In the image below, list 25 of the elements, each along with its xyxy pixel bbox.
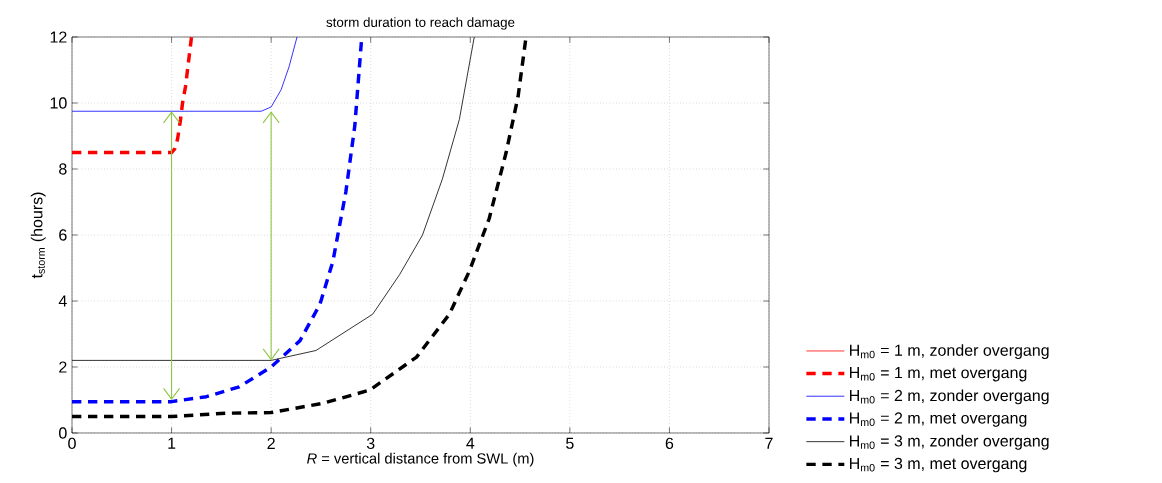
- line-series: [72, 37, 298, 112]
- x-tick-label: 0: [68, 437, 76, 450]
- y-tick-label: 6: [59, 229, 67, 241]
- y-tick-label: 4: [58, 295, 67, 307]
- y-tick-label: 0: [59, 427, 67, 439]
- x-axis-title: R = vertical distance from SWL (m): [307, 452, 534, 467]
- y-axis-title: t$_{storm}$ (hours): [30, 192, 46, 279]
- x-tick-label: 1: [168, 437, 176, 449]
- x-tick-label: 2: [267, 437, 275, 449]
- chart-title: storm duration to reach damage: [326, 17, 515, 30]
- x-tick-label: 4: [466, 437, 475, 449]
- y-tick-label: 8: [59, 163, 67, 175]
- y-tick-label: 12: [50, 31, 67, 43]
- legend-label: H$_{m0}$ = 1 m, met overgang: [850, 367, 1027, 382]
- legend-label: H$_{m0}$ = 2 m, zonder overgang: [850, 389, 1049, 405]
- legend-label: H$_{m0}$ = 1 m, zonder overgang: [850, 344, 1049, 360]
- x-tick-label: 3: [366, 437, 375, 450]
- x-tick-label: 6: [665, 437, 674, 450]
- legend-label: H$_{m0}$ = 2 m, met overgang: [850, 412, 1027, 427]
- legend-label: H$_{m0}$ = 3 m, met overgang: [850, 457, 1027, 473]
- x-tick-label: 7: [765, 437, 773, 449]
- x-tick-label: 5: [566, 437, 574, 449]
- y-tick-label: 2: [59, 361, 67, 373]
- y-tick-label: 10: [50, 97, 67, 109]
- legend-label: H$_{m0}$ = 3 m, zonder overgang: [850, 434, 1049, 450]
